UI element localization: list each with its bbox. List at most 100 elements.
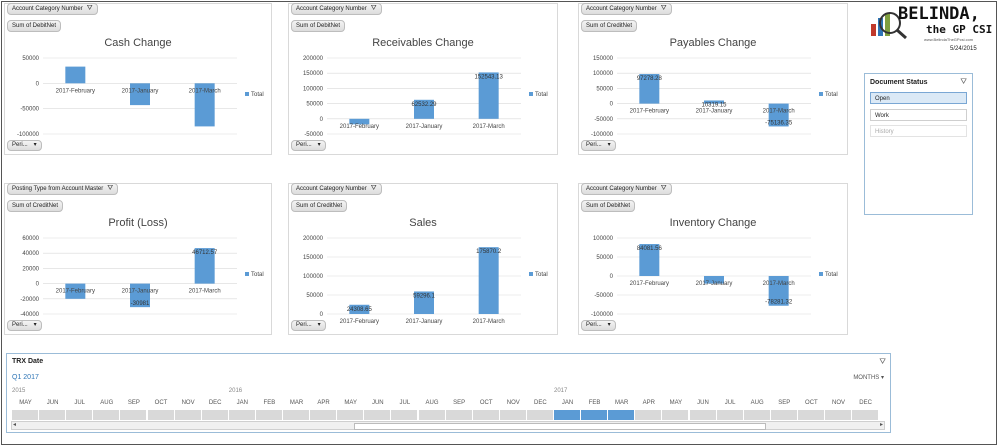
y-tick-label: 0 — [320, 117, 324, 123]
value-field-button[interactable]: Sum of DebitNet — [7, 20, 62, 32]
timeline-month-cell[interactable] — [689, 410, 716, 420]
timeline-month-cell[interactable] — [201, 410, 228, 420]
period-field-button[interactable]: Peri... ▾ — [581, 140, 616, 151]
y-tick-label: 100000 — [303, 274, 324, 280]
timeline-month-cell[interactable] — [526, 410, 553, 420]
filter-field-button[interactable]: Account Category Number ⛛ — [581, 183, 672, 195]
timeline-month-label: JUN — [697, 400, 709, 406]
timeline-month-cell[interactable] — [445, 410, 472, 420]
filter-field-button[interactable]: Account Category Number ⛛ — [7, 3, 98, 15]
timeline-month-cell[interactable] — [39, 410, 66, 420]
scroll-right-icon[interactable]: ▸ — [879, 422, 883, 428]
timeline-month-cell[interactable] — [825, 410, 852, 420]
bar[interactable] — [478, 72, 499, 119]
value-field-button[interactable]: Sum of DebitNet — [581, 200, 636, 212]
timeline-month-cell[interactable] — [581, 410, 608, 420]
value-field-button[interactable]: Sum of CreditNet — [581, 20, 638, 32]
bar[interactable] — [704, 276, 724, 284]
bar[interactable] — [194, 248, 215, 284]
slicer-item-open[interactable]: Open — [870, 92, 967, 104]
x-category-label: 2017-January — [122, 289, 159, 295]
timeline-selection: Q1 2017 — [12, 374, 39, 381]
chevron-down-icon: ▾ — [33, 322, 37, 328]
timeline-month-cell[interactable] — [472, 410, 499, 420]
period-field-button[interactable]: Peri... ▾ — [7, 140, 42, 151]
chart-title: Sales — [409, 217, 437, 229]
timeline-month-cell[interactable] — [364, 410, 391, 420]
chart-panel-inventory: Account Category Number ⛛ Sum of DebitNet I… — [578, 183, 848, 335]
y-tick-label: 0 — [36, 282, 40, 288]
timeline-month-cell[interactable] — [716, 410, 743, 420]
timeline-month-label: SEP — [778, 400, 791, 406]
bar[interactable] — [414, 291, 434, 314]
timeline-month-cell[interactable] — [418, 410, 445, 420]
period-field-label: Peri... — [586, 142, 602, 148]
timeline-month-cell[interactable] — [228, 410, 255, 420]
y-tick-label: 150000 — [303, 255, 324, 261]
clear-filter-icon[interactable]: ⛛ — [879, 357, 886, 366]
bar[interactable] — [194, 83, 215, 127]
period-field-button[interactable]: Peri... ▾ — [581, 320, 616, 331]
chevron-down-icon: ▾ — [880, 375, 884, 381]
bar[interactable] — [349, 304, 370, 314]
timeline-month-cell[interactable] — [635, 410, 662, 420]
bar[interactable] — [65, 283, 86, 299]
timeline-month-cell[interactable] — [391, 410, 418, 420]
scroll-left-icon[interactable]: ◂ — [13, 422, 17, 428]
period-field-label: Peri... — [296, 322, 312, 328]
timeline-month-cell[interactable] — [310, 410, 337, 420]
timeline-unit-dropdown[interactable]: MONTHS ▾ — [853, 374, 884, 381]
timeline-month-cell[interactable] — [554, 410, 581, 420]
bar[interactable] — [768, 103, 789, 127]
timeline-month-cell[interactable] — [12, 410, 39, 420]
bar[interactable] — [639, 244, 660, 276]
timeline-month-cell[interactable] — [283, 410, 310, 420]
slicer-item-work[interactable]: Work — [870, 109, 967, 121]
timeline-month-label: MAR — [289, 400, 304, 406]
filter-field-button[interactable]: Posting Type from Account Master ⛛ — [7, 183, 119, 195]
timeline-month-cell[interactable] — [797, 410, 824, 420]
period-field-button[interactable]: Peri... ▾ — [291, 140, 326, 151]
bar[interactable] — [478, 247, 499, 314]
timeline-month-cell[interactable] — [255, 410, 282, 420]
bar[interactable] — [65, 66, 86, 84]
filter-field-label: Account Category Number — [586, 6, 657, 12]
period-field-button[interactable]: Peri... ▾ — [7, 320, 42, 331]
timeline-month-cell[interactable] — [93, 410, 120, 420]
filter-field-button[interactable]: Account Category Number ⛛ — [291, 3, 382, 15]
bar[interactable] — [130, 283, 150, 308]
bar[interactable] — [414, 99, 434, 119]
timeline-month-cell[interactable] — [662, 410, 689, 420]
slicer-item-history[interactable]: History — [870, 125, 967, 137]
x-category-label: 2017-March — [763, 109, 795, 115]
timeline-month-cell[interactable] — [608, 410, 635, 420]
timeline-month-label: FEB — [588, 400, 601, 406]
filter-field-button[interactable]: Account Category Number ⛛ — [291, 183, 382, 195]
timeline-scrollbar[interactable]: ◂ ▸ — [11, 421, 885, 430]
bar[interactable] — [768, 276, 789, 306]
timeline-month-label: JUL — [399, 400, 411, 406]
timeline-month-cell[interactable] — [852, 410, 879, 420]
filter-field-button[interactable]: Account Category Number ⛛ — [581, 3, 672, 15]
timeline-month-cell[interactable] — [174, 410, 201, 420]
bar[interactable] — [639, 74, 660, 104]
timeline-month-cell[interactable] — [147, 410, 174, 420]
clear-filter-icon[interactable]: ⛛ — [960, 77, 967, 86]
bar[interactable] — [704, 100, 724, 104]
timeline-month-cell[interactable] — [120, 410, 147, 420]
timeline-month-cell[interactable] — [743, 410, 770, 420]
data-label: 24308.65 — [347, 307, 373, 313]
timeline-month-label: APR — [642, 400, 655, 406]
timeline-month-cell[interactable] — [770, 410, 797, 420]
value-field-button[interactable]: Sum of CreditNet — [7, 200, 64, 212]
period-field-button[interactable]: Peri... ▾ — [291, 320, 326, 331]
bar[interactable] — [130, 83, 150, 106]
scrollbar-thumb[interactable] — [354, 423, 766, 430]
timeline-month-cell[interactable] — [337, 410, 364, 420]
timeline-month-cell[interactable] — [499, 410, 526, 420]
timeline-month-cell[interactable] — [66, 410, 93, 420]
value-field-button[interactable]: Sum of DebitNet — [291, 20, 346, 32]
value-field-button[interactable]: Sum of CreditNet — [291, 200, 348, 212]
timeline-month-label: JUL — [724, 400, 736, 406]
bar[interactable] — [349, 118, 370, 125]
